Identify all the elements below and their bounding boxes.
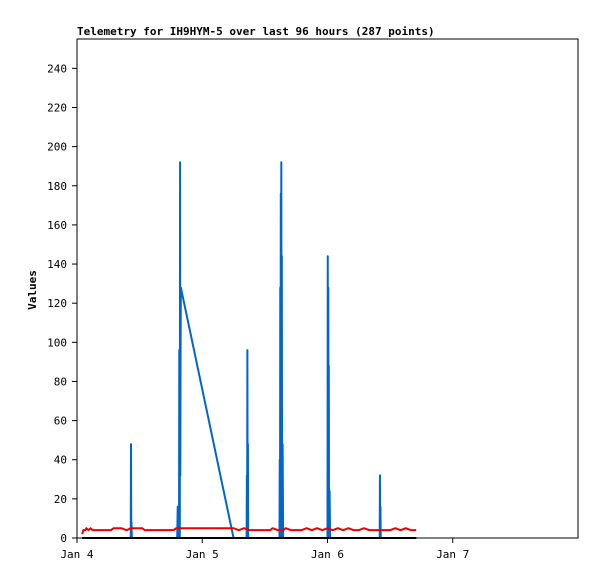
y-tick-label: 100 <box>47 336 67 349</box>
y-tick-label: 80 <box>54 375 67 388</box>
y-axis-label: Values <box>26 270 39 310</box>
y-tick-label: 20 <box>54 493 67 506</box>
series-layer <box>81 161 417 539</box>
x-tick-label: Jan 7 <box>436 548 469 561</box>
y-tick-label: 60 <box>54 415 67 428</box>
series-line-1 <box>81 527 417 535</box>
y-tick-label: 120 <box>47 297 67 310</box>
y-tick-label: 240 <box>47 62 67 75</box>
series-line-0 <box>82 161 417 539</box>
y-tick-label: 220 <box>47 101 67 114</box>
y-tick-label: 180 <box>47 180 67 193</box>
y-tick-label: 200 <box>47 141 67 154</box>
chart-title: Telemetry for IH9HYM-5 over last 96 hour… <box>77 25 435 38</box>
y-axis: 0 20 40 60 80 100 120 140 160 180 200 220 240 <box>47 62 77 545</box>
y-tick-label: 140 <box>47 258 67 271</box>
y-tick-label: 0 <box>60 532 67 545</box>
x-tick-label: Jan 6 <box>311 548 344 561</box>
x-axis: Jan 4 Jan 5 Jan 6 Jan 7 <box>60 538 469 561</box>
y-tick-label: 40 <box>54 454 67 467</box>
y-tick-label: 160 <box>47 219 67 232</box>
x-tick-label: Jan 4 <box>60 548 93 561</box>
x-tick-label: Jan 5 <box>186 548 219 561</box>
